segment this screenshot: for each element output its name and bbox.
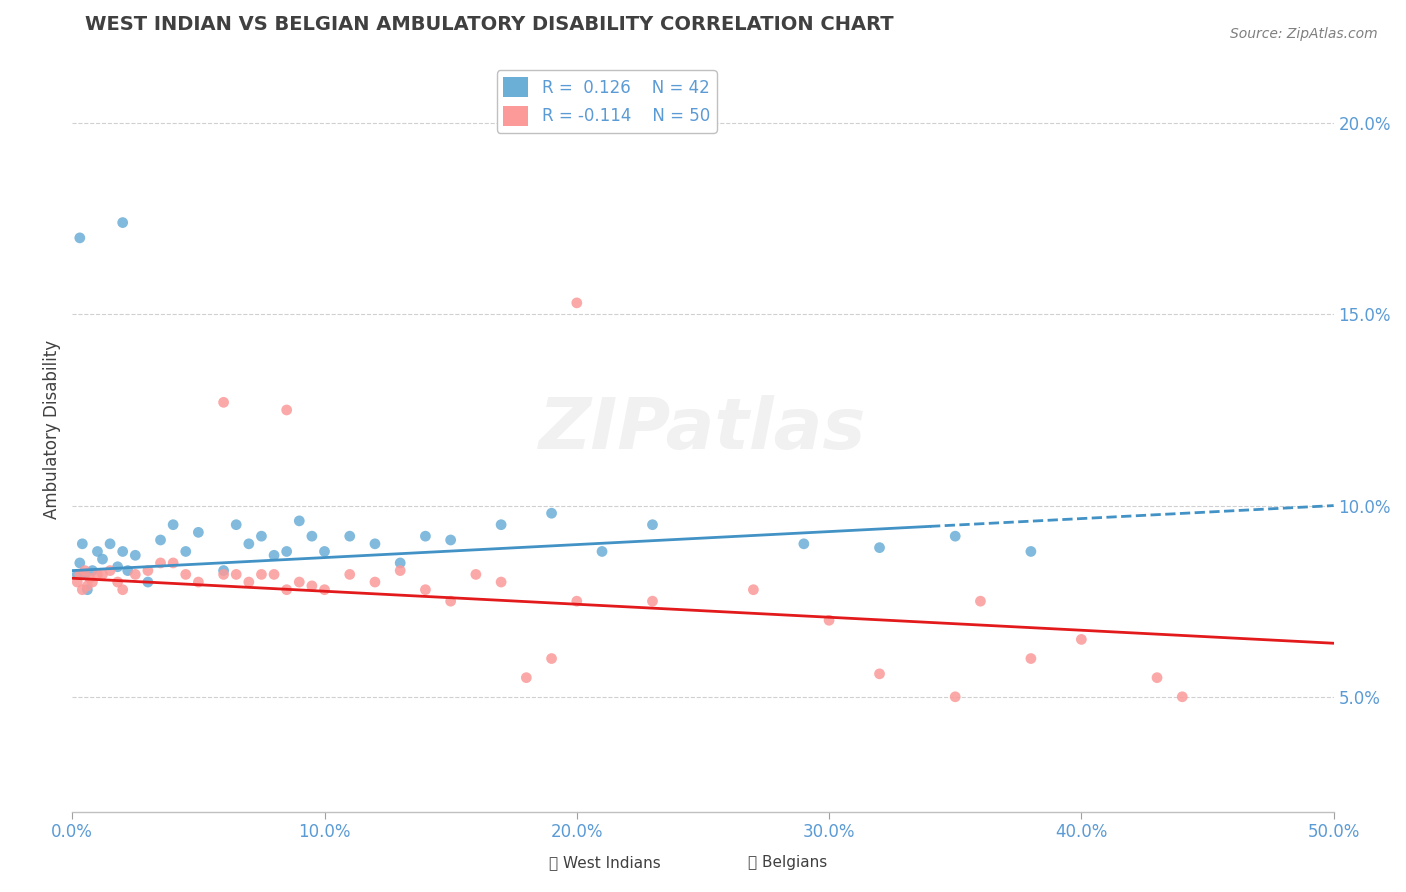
- Text: ZIPatlas: ZIPatlas: [540, 394, 866, 464]
- Point: [69, 556, 91, 570]
- Point: [301, 579, 323, 593]
- Point: [238, 537, 260, 551]
- Point: [79, 571, 101, 585]
- Point: [641, 594, 664, 608]
- Y-axis label: Ambulatory Disability: Ambulatory Disability: [44, 340, 60, 518]
- Point: [124, 549, 146, 563]
- Point: [149, 556, 172, 570]
- Point: [641, 517, 664, 532]
- Point: [76, 579, 98, 593]
- Point: [174, 567, 197, 582]
- Point: [107, 559, 129, 574]
- Point: [489, 517, 512, 532]
- Point: [288, 575, 311, 590]
- Point: [124, 567, 146, 582]
- Point: [415, 582, 437, 597]
- Point: [225, 567, 247, 582]
- Point: [66, 575, 89, 590]
- Point: [86, 544, 108, 558]
- Point: [314, 544, 336, 558]
- Point: [1146, 671, 1168, 685]
- Point: [162, 556, 184, 570]
- Point: [212, 395, 235, 409]
- Point: [540, 506, 562, 520]
- Point: [1171, 690, 1194, 704]
- Point: [869, 541, 891, 555]
- Text: 🔲 Belgians: 🔲 Belgians: [748, 855, 827, 870]
- Point: [73, 567, 96, 582]
- Point: [212, 567, 235, 582]
- Legend: R =  0.126    N = 42, R = -0.114    N = 50: R = 0.126 N = 42, R = -0.114 N = 50: [496, 70, 717, 133]
- Point: [489, 575, 512, 590]
- Point: [91, 567, 114, 582]
- Point: [742, 582, 765, 597]
- Point: [1070, 632, 1092, 647]
- Point: [301, 529, 323, 543]
- Point: [82, 575, 104, 590]
- Point: [943, 690, 966, 704]
- Point: [943, 529, 966, 543]
- Point: [364, 537, 387, 551]
- Point: [565, 296, 588, 310]
- Point: [464, 567, 486, 582]
- Point: [540, 651, 562, 665]
- Point: [415, 529, 437, 543]
- Point: [364, 575, 387, 590]
- Point: [162, 517, 184, 532]
- Point: [869, 666, 891, 681]
- Point: [98, 537, 121, 551]
- Point: [73, 564, 96, 578]
- Point: [111, 544, 134, 558]
- Point: [136, 564, 159, 578]
- Point: [339, 529, 361, 543]
- Point: [69, 567, 91, 582]
- Point: [440, 533, 463, 547]
- Point: [212, 564, 235, 578]
- Point: [818, 613, 841, 627]
- Point: [591, 544, 613, 558]
- Point: [117, 564, 139, 578]
- Point: [225, 517, 247, 532]
- Point: [69, 231, 91, 245]
- Point: [86, 567, 108, 582]
- Point: [91, 552, 114, 566]
- Point: [276, 544, 298, 558]
- Point: [238, 575, 260, 590]
- Point: [276, 403, 298, 417]
- Point: [389, 556, 412, 570]
- Point: [136, 575, 159, 590]
- Point: [149, 533, 172, 547]
- Point: [314, 582, 336, 597]
- Point: [250, 529, 273, 543]
- Point: [288, 514, 311, 528]
- Point: [250, 567, 273, 582]
- Point: [72, 582, 94, 597]
- Point: [969, 594, 991, 608]
- Text: ⬜ West Indians: ⬜ West Indians: [548, 855, 661, 870]
- Point: [793, 537, 815, 551]
- Point: [339, 567, 361, 582]
- Point: [107, 575, 129, 590]
- Point: [1019, 651, 1042, 665]
- Text: WEST INDIAN VS BELGIAN AMBULATORY DISABILITY CORRELATION CHART: WEST INDIAN VS BELGIAN AMBULATORY DISABI…: [84, 15, 893, 34]
- Point: [263, 549, 285, 563]
- Point: [111, 216, 134, 230]
- Point: [565, 594, 588, 608]
- Point: [263, 567, 285, 582]
- Point: [76, 582, 98, 597]
- Point: [389, 564, 412, 578]
- Text: Source: ZipAtlas.com: Source: ZipAtlas.com: [1230, 27, 1378, 41]
- Point: [82, 564, 104, 578]
- Point: [187, 525, 209, 540]
- Point: [515, 671, 537, 685]
- Point: [174, 544, 197, 558]
- Point: [66, 567, 89, 582]
- Point: [111, 582, 134, 597]
- Point: [440, 594, 463, 608]
- Point: [187, 575, 209, 590]
- Point: [276, 582, 298, 597]
- Point: [1019, 544, 1042, 558]
- Point: [98, 564, 121, 578]
- Point: [72, 537, 94, 551]
